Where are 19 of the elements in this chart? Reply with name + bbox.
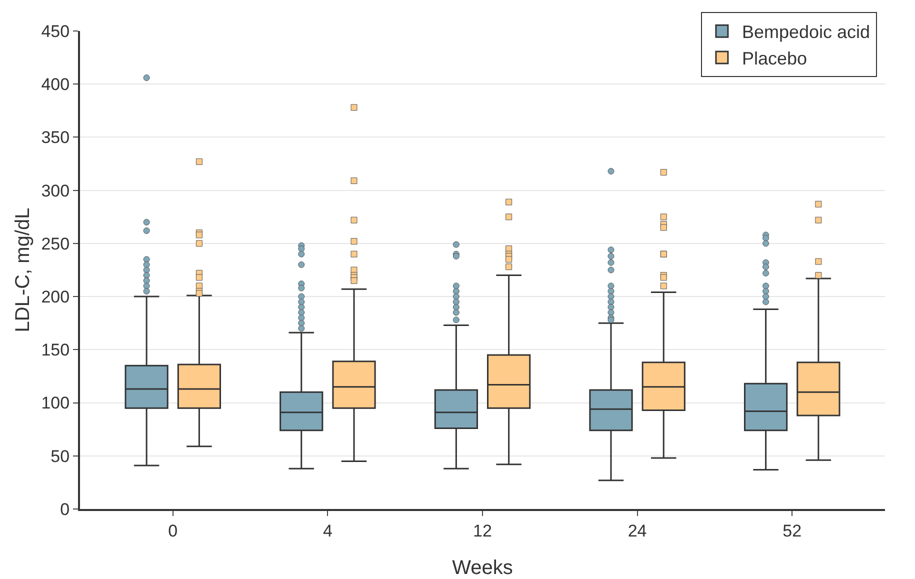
- y-tick-label: 50: [50, 446, 70, 466]
- x-tick-label: 24: [628, 521, 647, 540]
- y-tick-label: 350: [41, 128, 70, 148]
- x-tick-label: 0: [168, 521, 178, 540]
- y-tick-label: 0: [60, 500, 70, 519]
- x-tick-label: 4: [322, 521, 332, 540]
- x-tick-label: 12: [473, 521, 492, 540]
- legend-label: Placebo: [742, 48, 808, 68]
- y-axis-title: LDL-C, mg/dL: [12, 208, 34, 332]
- y-tick-label: 400: [41, 75, 70, 94]
- y-tick-label: 100: [41, 394, 70, 413]
- y-tick-label: 250: [41, 234, 70, 254]
- y-tick-label: 300: [41, 181, 70, 200]
- x-tick-label: 52: [782, 521, 802, 540]
- y-tick-label: 450: [41, 22, 70, 41]
- x-axis-title: Weeks: [452, 557, 513, 579]
- y-tick-label: 150: [41, 340, 70, 360]
- legend-label: Bempedoic acid: [742, 22, 870, 42]
- y-tick-label: 200: [41, 288, 70, 307]
